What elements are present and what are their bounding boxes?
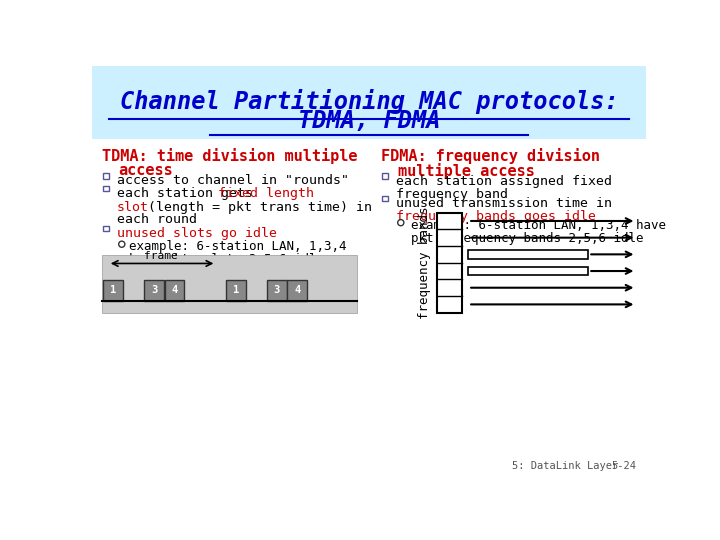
Text: FDMA: frequency division: FDMA: frequency division — [381, 148, 600, 164]
Bar — [468, 250, 588, 259]
Text: unused transmission time in: unused transmission time in — [396, 197, 612, 210]
Bar — [437, 213, 462, 313]
Circle shape — [119, 241, 125, 247]
Text: access to channel in "rounds": access to channel in "rounds" — [117, 174, 349, 187]
Text: access: access — [119, 163, 174, 178]
Text: each round: each round — [117, 213, 197, 226]
Text: 1: 1 — [233, 286, 239, 295]
Text: each station gets: each station gets — [117, 187, 261, 200]
Text: have pkt, slots 2,5,6 idle: have pkt, slots 2,5,6 idle — [129, 253, 324, 266]
Bar — [382, 173, 387, 179]
Text: 5: DataLink Layer: 5: DataLink Layer — [513, 461, 618, 471]
Text: example: 6-station LAN, 1,3,4: example: 6-station LAN, 1,3,4 — [129, 240, 346, 253]
Text: each station assigned fixed: each station assigned fixed — [396, 175, 612, 188]
Bar — [103, 186, 109, 191]
Bar — [267, 280, 287, 301]
Bar — [226, 280, 246, 301]
Bar — [103, 173, 109, 179]
Text: 3: 3 — [274, 286, 280, 295]
Text: (length = pkt trans time) in: (length = pkt trans time) in — [140, 201, 372, 214]
Text: example: 6-station LAN, 1,3,4 have: example: 6-station LAN, 1,3,4 have — [411, 219, 666, 232]
Text: fixed length: fixed length — [218, 187, 314, 200]
Bar — [144, 280, 163, 301]
Text: frame: frame — [144, 251, 178, 261]
Text: frequency bands: frequency bands — [418, 206, 431, 319]
Text: 1: 1 — [110, 286, 116, 295]
Text: TDMA, FDMA: TDMA, FDMA — [298, 110, 440, 133]
Bar — [92, 66, 646, 139]
Text: 5-24: 5-24 — [611, 461, 636, 471]
Text: pkt, frequency bands 2,5,6 idle: pkt, frequency bands 2,5,6 idle — [411, 232, 644, 245]
Bar — [103, 280, 123, 301]
Text: TDMA: time division multiple: TDMA: time division multiple — [102, 148, 357, 164]
Bar — [165, 280, 184, 301]
Bar — [102, 255, 357, 313]
Text: 3: 3 — [150, 286, 157, 295]
Text: multiple access: multiple access — [397, 163, 534, 179]
Bar — [103, 226, 109, 231]
Bar — [287, 280, 307, 301]
Bar — [468, 267, 588, 275]
Text: frequency band: frequency band — [396, 188, 508, 201]
Text: Channel Partitioning MAC protocols:: Channel Partitioning MAC protocols: — [120, 90, 618, 114]
Text: unused slots go idle: unused slots go idle — [117, 227, 277, 240]
Bar — [92, 139, 646, 477]
Text: slot: slot — [117, 201, 149, 214]
Bar — [382, 195, 387, 201]
Text: 4: 4 — [171, 286, 178, 295]
Text: frequency bands goes idle: frequency bands goes idle — [396, 211, 596, 224]
Circle shape — [397, 220, 404, 226]
Text: 4: 4 — [294, 286, 300, 295]
